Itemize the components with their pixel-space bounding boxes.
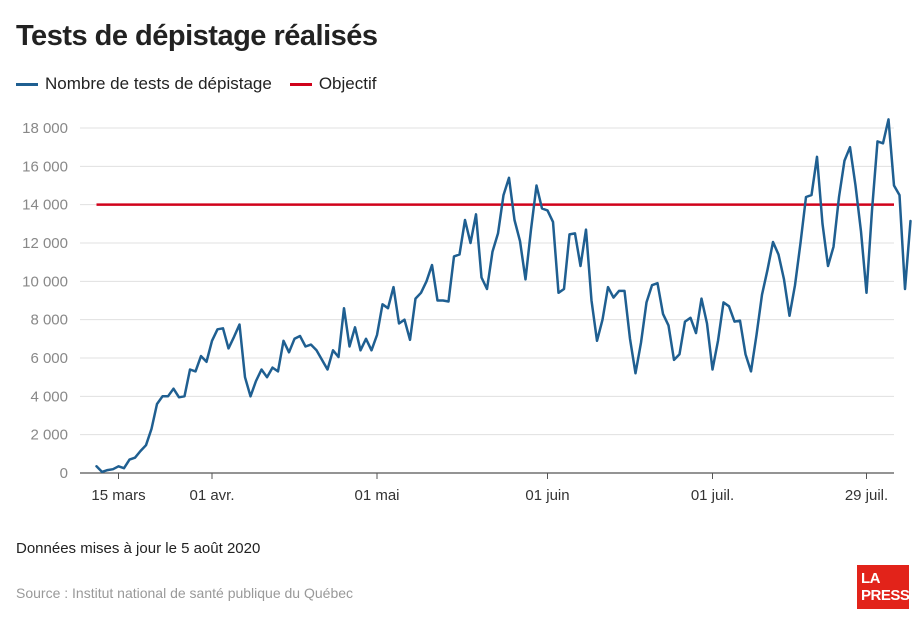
y-tick-label: 0 bbox=[60, 465, 68, 482]
legend-item-objective: Objectif bbox=[289, 74, 377, 94]
legend-item-tests: Nombre de tests de dépistage bbox=[16, 74, 272, 94]
y-tick-label: 6 000 bbox=[30, 350, 68, 367]
y-tick-label: 12 000 bbox=[22, 235, 68, 252]
x-tick-label: 01 juin bbox=[525, 487, 569, 504]
update-note: Données mises à jour le 5 août 2020 bbox=[16, 540, 261, 557]
legend-label-objective: Objectif bbox=[318, 74, 377, 93]
y-tick-label: 16 000 bbox=[22, 158, 68, 175]
legend-label-tests: Nombre de tests de dépistage bbox=[45, 74, 272, 93]
y-tick-label: 10 000 bbox=[22, 273, 68, 290]
x-tick-label: 01 juil. bbox=[691, 487, 734, 504]
source-note: Source : Institut national de santé publ… bbox=[16, 585, 354, 601]
logo-line-2: PRESSE bbox=[861, 587, 919, 604]
line-chart: 0 2 000 4 000 6 000 8 000 10 000 12 000 14 000 1… bbox=[22, 118, 912, 504]
y-tick-label: 2 000 bbox=[30, 427, 68, 444]
legend-swatch-objective bbox=[289, 82, 312, 86]
y-tick-label: 14 000 bbox=[22, 197, 68, 214]
x-tick-label: 15 mars bbox=[91, 487, 145, 504]
logo-line-1: LA bbox=[861, 570, 881, 587]
x-tick-label: 01 mai bbox=[354, 487, 399, 504]
y-tick-label: 18 000 bbox=[22, 120, 68, 137]
chart-title: Tests de dépistage réalisés bbox=[16, 20, 378, 52]
x-tick-label: 29 juil. bbox=[845, 487, 888, 504]
y-tick-label: 4 000 bbox=[30, 388, 68, 405]
legend: Nombre de tests de dépistage Objectif bbox=[16, 74, 394, 94]
x-tick-label: 01 avr. bbox=[189, 487, 234, 504]
y-tick-label: 8 000 bbox=[30, 312, 68, 329]
legend-swatch-tests bbox=[16, 82, 38, 86]
la-presse-logo: LA PRESSE bbox=[857, 565, 919, 609]
tests-series-line bbox=[95, 118, 912, 474]
